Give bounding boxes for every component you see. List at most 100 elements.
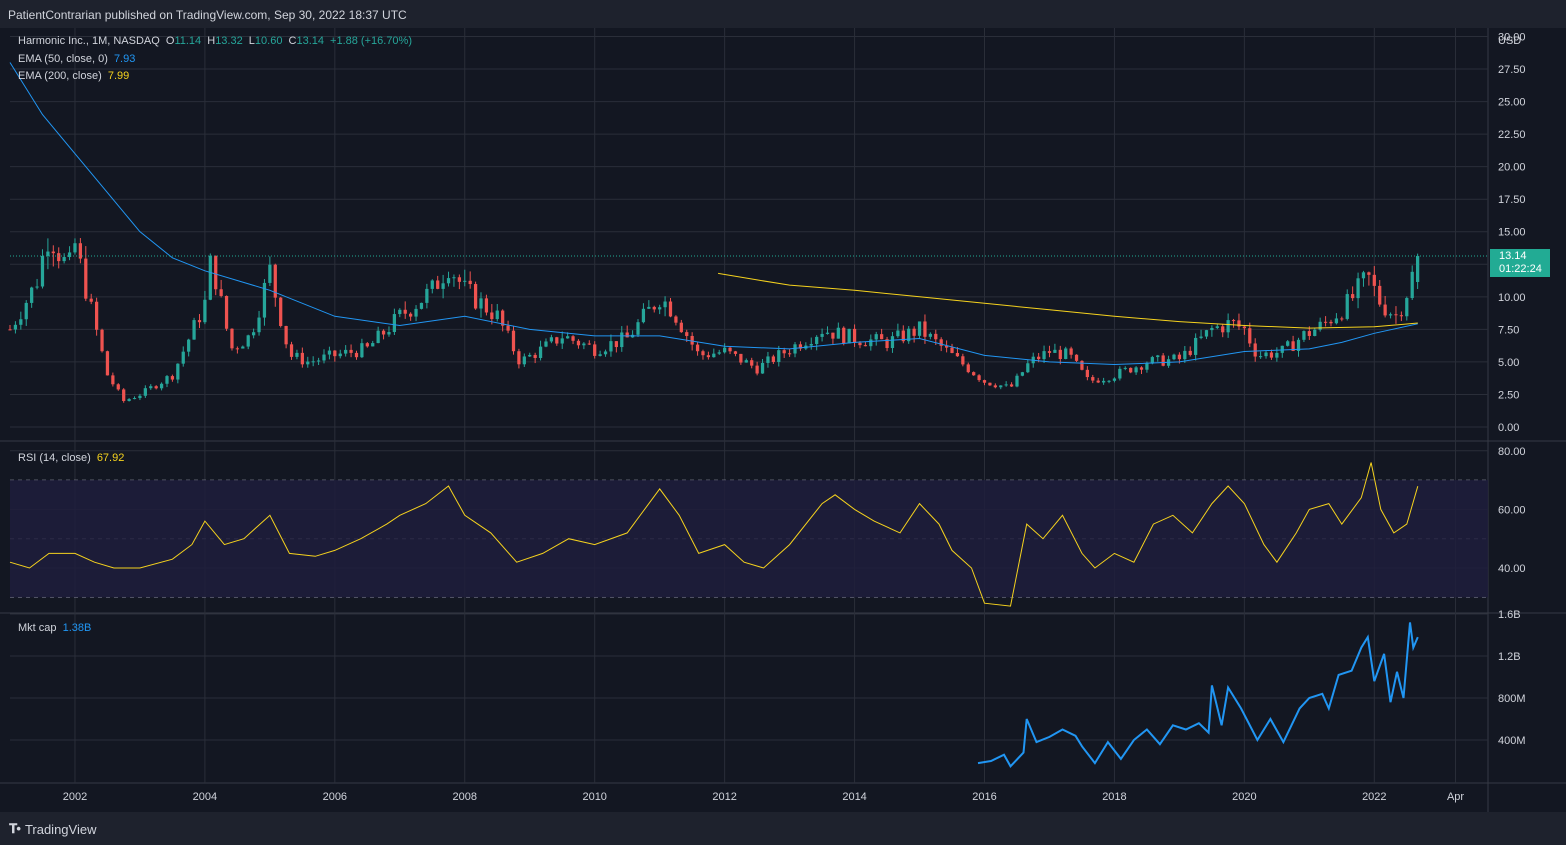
candle-body <box>836 327 840 339</box>
candle-body <box>159 383 164 389</box>
candle-body <box>728 347 732 352</box>
candle-body <box>1129 367 1133 373</box>
symbol-label[interactable]: Harmonic Inc., 1M, NASDAQ <box>18 35 160 47</box>
candle-body <box>132 398 137 400</box>
candle-body <box>495 310 499 320</box>
ema200-legend[interactable]: EMA (200, close) 7.99 <box>18 70 132 82</box>
candle-body <box>262 282 267 318</box>
candle-body <box>1302 331 1306 340</box>
candle-body <box>1074 354 1079 361</box>
candle-body <box>620 332 624 348</box>
currency-label: USD <box>1498 35 1521 47</box>
candle-body <box>51 251 55 254</box>
rsi-tick-label: 60.00 <box>1498 504 1526 516</box>
candle-body <box>1367 272 1371 275</box>
price-tick-label: 22.50 <box>1498 129 1526 141</box>
candle-body <box>896 330 900 337</box>
candle-body <box>311 361 315 363</box>
ema50-legend[interactable]: EMA (50, close, 0) 7.93 <box>18 53 138 65</box>
candle-body <box>955 352 960 357</box>
candle-body <box>414 308 418 317</box>
candle-body <box>538 346 543 358</box>
candle-body <box>1015 375 1019 387</box>
candle-body <box>468 280 472 285</box>
mktcap-tick-label: 1.6B <box>1498 609 1521 621</box>
ema200-value: 7.99 <box>107 70 130 82</box>
candle-body <box>582 343 586 346</box>
candle-body <box>777 350 781 362</box>
candle-body <box>1004 384 1008 386</box>
candle-body <box>831 332 835 339</box>
mktcap-legend[interactable]: Mkt cap 1.38B <box>18 622 94 634</box>
candle-body <box>1410 271 1414 299</box>
candle-body <box>587 343 591 345</box>
candle-body <box>766 356 770 363</box>
candle-body <box>1194 337 1198 355</box>
candle-body <box>57 253 61 262</box>
candle-body <box>842 327 846 344</box>
candle-body <box>122 389 126 401</box>
candle-body <box>695 344 700 352</box>
candle-body <box>316 360 321 362</box>
x-tick-label: 2022 <box>1362 791 1386 803</box>
candle-body <box>1199 336 1203 338</box>
candle-body <box>977 375 981 381</box>
grid-lines <box>0 28 1566 812</box>
candle-body <box>246 335 250 347</box>
candle-body <box>880 334 884 340</box>
rsi-legend[interactable]: RSI (14, close) 67.92 <box>18 452 127 464</box>
candle-body <box>733 351 738 354</box>
mktcap-tick-label: 1.2B <box>1498 651 1521 663</box>
candle-body <box>1334 318 1339 324</box>
candle-body <box>143 388 147 396</box>
last-price-badge: 13.14 01:22:24 <box>1490 248 1550 277</box>
candle-body <box>479 298 483 309</box>
x-tick-label: 2002 <box>63 791 87 803</box>
candle-body <box>1085 369 1089 378</box>
candle-body <box>1313 329 1317 336</box>
candle-body <box>1345 294 1349 319</box>
candle-body <box>1280 345 1284 353</box>
rsi-line <box>9 462 1419 607</box>
candle-body <box>1134 367 1138 373</box>
candle-body <box>820 333 824 337</box>
price-tick-label: 2.50 <box>1498 389 1519 401</box>
candle-body <box>116 384 120 390</box>
candle-body <box>1248 328 1252 344</box>
candle-body <box>1145 363 1149 370</box>
candle-body <box>279 297 283 326</box>
price-tick-label: 10.00 <box>1498 292 1526 304</box>
candle-body <box>1080 360 1084 370</box>
candle-body <box>972 372 976 376</box>
y-axis-labels: 30.0027.5025.0022.5020.0017.5015.0012.50… <box>1498 32 1526 747</box>
candle-body <box>197 320 202 323</box>
candle-body <box>338 353 342 357</box>
candle-body <box>1242 326 1246 329</box>
candle-body <box>625 332 629 338</box>
candle-body <box>35 286 39 288</box>
candle-body <box>257 317 261 333</box>
price-tick-label: 0.00 <box>1498 422 1519 434</box>
candle-body <box>723 347 727 353</box>
bar-countdown: 01:22:24 <box>1499 262 1542 275</box>
candle-body <box>187 339 191 352</box>
candle-body <box>344 349 348 354</box>
x-tick-label: 2008 <box>453 791 477 803</box>
candle-body <box>1096 380 1100 383</box>
high-label: H <box>207 35 216 47</box>
candle-body <box>1020 372 1025 376</box>
x-tick-label: 2006 <box>323 791 347 803</box>
candle-body <box>84 258 88 299</box>
candle-body <box>1329 321 1333 324</box>
ema200-label: EMA (200, close) <box>18 70 102 82</box>
candle-body <box>679 322 683 333</box>
candle-body <box>1286 341 1290 346</box>
candle-body <box>1177 354 1182 360</box>
ema50-line <box>9 62 1418 366</box>
candle-body <box>771 356 775 362</box>
candle-body <box>208 255 212 300</box>
x-tick-label: 2020 <box>1232 791 1256 803</box>
tradingview-brand[interactable]: 𝐓• TradingView <box>9 821 96 837</box>
price-tick-label: 17.50 <box>1498 194 1526 206</box>
